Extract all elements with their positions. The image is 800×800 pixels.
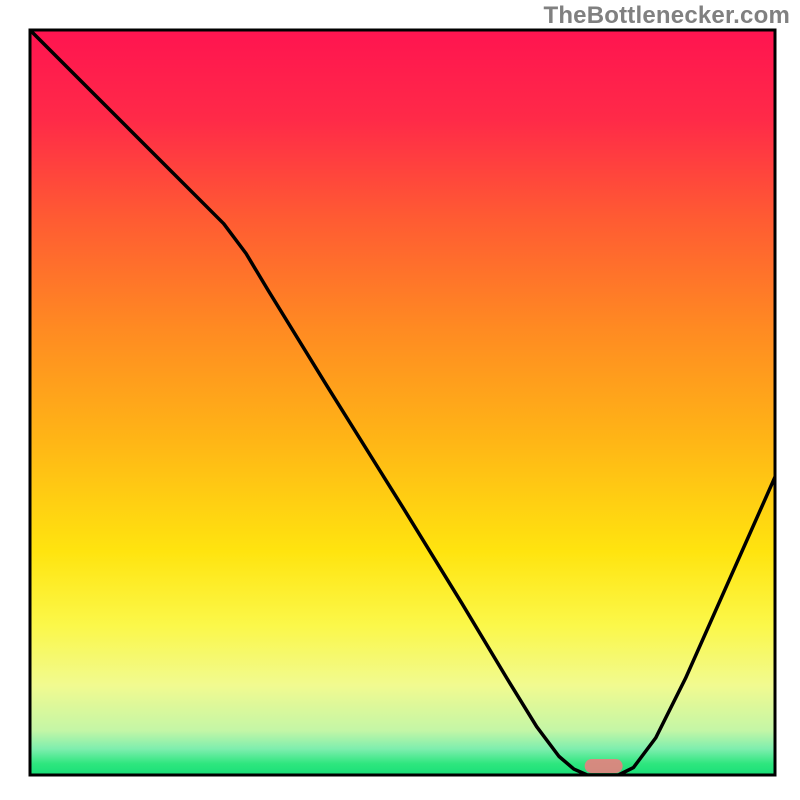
chart-container: TheBottlenecker.com [0, 0, 800, 800]
bottleneck-chart [0, 0, 800, 800]
watermark-text: TheBottlenecker.com [543, 2, 790, 30]
optimal-marker [585, 759, 623, 773]
